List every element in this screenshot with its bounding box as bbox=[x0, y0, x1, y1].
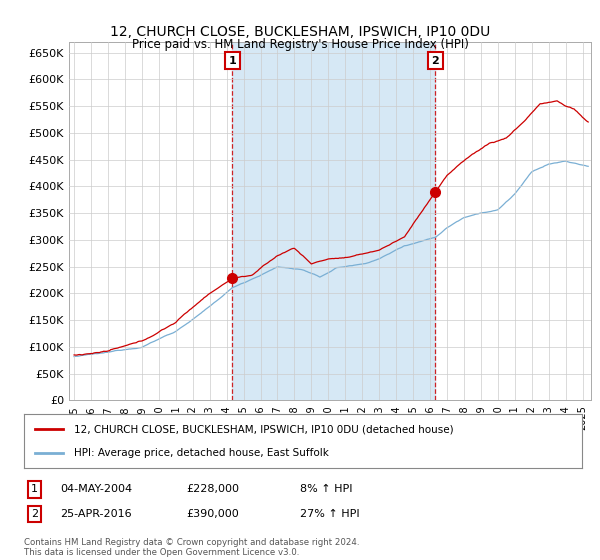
Bar bbox=[232, 42, 436, 400]
Text: 04-MAY-2004: 04-MAY-2004 bbox=[60, 484, 132, 494]
Text: 1: 1 bbox=[31, 484, 38, 494]
Text: £228,000: £228,000 bbox=[186, 484, 239, 494]
Text: 12, CHURCH CLOSE, BUCKLESHAM, IPSWICH, IP10 0DU (detached house): 12, CHURCH CLOSE, BUCKLESHAM, IPSWICH, I… bbox=[74, 424, 454, 435]
Text: 27% ↑ HPI: 27% ↑ HPI bbox=[300, 509, 359, 519]
Text: 2: 2 bbox=[431, 56, 439, 66]
Text: Price paid vs. HM Land Registry's House Price Index (HPI): Price paid vs. HM Land Registry's House … bbox=[131, 38, 469, 50]
Text: 8% ↑ HPI: 8% ↑ HPI bbox=[300, 484, 353, 494]
Text: Contains HM Land Registry data © Crown copyright and database right 2024.
This d: Contains HM Land Registry data © Crown c… bbox=[24, 538, 359, 557]
Text: 1: 1 bbox=[229, 56, 236, 66]
Text: 12, CHURCH CLOSE, BUCKLESHAM, IPSWICH, IP10 0DU: 12, CHURCH CLOSE, BUCKLESHAM, IPSWICH, I… bbox=[110, 25, 490, 39]
Text: £390,000: £390,000 bbox=[186, 509, 239, 519]
Text: 25-APR-2016: 25-APR-2016 bbox=[60, 509, 131, 519]
Text: HPI: Average price, detached house, East Suffolk: HPI: Average price, detached house, East… bbox=[74, 447, 329, 458]
Text: 2: 2 bbox=[31, 509, 38, 519]
